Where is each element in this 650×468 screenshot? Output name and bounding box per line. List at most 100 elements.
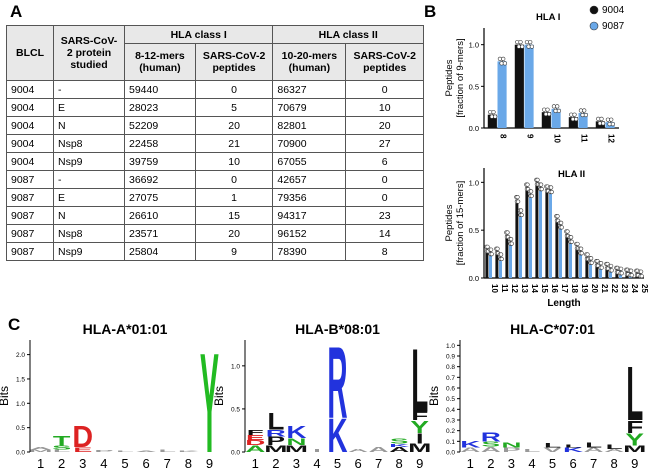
data-point-9004-13 (516, 199, 521, 204)
logo-letter-K: K (327, 410, 347, 463)
logo-letter-L: L (116, 450, 134, 452)
bar-9087-17 (559, 225, 562, 278)
logo-position-label-2-5: 6 (354, 456, 361, 468)
data-point-9087-13 (519, 208, 524, 213)
y-axis-label-1-1: [fraction of 9-mers] (455, 38, 466, 117)
logo-position-label-1-1: 2 (58, 456, 65, 468)
logo-y-tick-label-3-5: 0.5 (446, 396, 455, 403)
data-point-9087-12 (609, 117, 614, 122)
x-tick-label-2-5: 15 (540, 284, 549, 293)
logo-letter-N: N (501, 442, 521, 450)
logo-letter-L: L (53, 449, 70, 453)
data-point-9004-11 (495, 246, 500, 251)
data-point-9087-22 (609, 263, 614, 269)
logo-y-axis-label-1: Bits (0, 386, 11, 406)
bar-9004-19 (575, 246, 579, 278)
data-point-9087-10 (489, 247, 494, 252)
table-row: 9087 Nsp8 23571 20 96152 14 (6, 224, 424, 243)
legend-swatch-9087 (589, 21, 599, 31)
y-tick-label-1-1: 0.5 (469, 82, 479, 91)
bar-9087-19 (579, 251, 582, 278)
data-point-9087-12 (509, 241, 514, 246)
x-tick-label-2-7: 17 (560, 284, 569, 293)
logo-y-tick-label-1-1: 0.5 (16, 425, 25, 432)
logo-position-label-2-1: 2 (272, 456, 279, 468)
bar-9004-11 (568, 117, 578, 128)
bar-9087-10 (489, 252, 492, 278)
logo-position-label-3-8: 9 (631, 456, 638, 468)
logo-letter-M: M (285, 444, 308, 455)
logo-y-tick-label-3-2: 0.2 (446, 428, 455, 435)
logo-letter-M: M (29, 449, 53, 453)
bar-9087-20 (589, 260, 592, 278)
table-row: 9004 Nsp8 22458 21 70900 27 (6, 134, 424, 153)
data-point-9087-11 (499, 256, 504, 262)
logo-letter-L: L (606, 444, 623, 450)
logo-letter-A: A (389, 446, 410, 454)
logo-letter-M: M (623, 444, 646, 454)
data-point-9087-14 (529, 189, 534, 194)
logo-y-tick-label-3-8: 0.8 (446, 364, 455, 371)
data-point-9087-17 (559, 225, 564, 230)
bar-9004-21 (595, 263, 599, 278)
logo-letter-S: S (482, 440, 501, 448)
logo-letter-K: K (389, 443, 410, 448)
logo-position-label-3-0: 1 (467, 456, 474, 468)
data-point-9087-16 (549, 189, 554, 195)
data-point-9004-10 (545, 107, 550, 112)
logo-position-label-1-8: 9 (206, 456, 213, 468)
logo-letter-L: L (544, 443, 561, 449)
data-point-9087-20 (589, 256, 594, 261)
logo-letter-L: L (626, 352, 643, 437)
header-class2-sars: SARS-CoV-2 peptides (345, 43, 424, 81)
data-point-9004-17 (555, 214, 560, 219)
data-point-9087-24 (629, 268, 634, 273)
logo-letter-P: P (267, 435, 286, 448)
data-point-9004-14 (525, 182, 530, 187)
logo-letter-Y: Y (410, 417, 429, 437)
data-point-9087-16 (549, 185, 554, 190)
table-cell: Nsp9 (53, 242, 125, 261)
y-tick-label-2-0: 0.0 (469, 274, 479, 283)
data-point-9087-13 (519, 212, 524, 218)
x-tick-label-1-3: 11 (580, 134, 589, 143)
table-cell: Nsp8 (53, 134, 125, 153)
data-point-9087-25 (639, 269, 644, 274)
logo-position-label-2-2: 3 (293, 456, 300, 468)
logo-position-label-2-7: 8 (396, 456, 403, 468)
chart-title-1: HLA I (536, 12, 560, 23)
logo-position-label-1-6: 7 (164, 456, 171, 468)
bar-9087-14 (529, 193, 532, 278)
x-tick-label-1-1: 9 (526, 134, 535, 139)
table-cell: 82801 (272, 116, 347, 135)
table-cell: 27075 (124, 188, 196, 207)
logo-position-label-1-2: 3 (79, 456, 86, 468)
logo-letter-F: F (247, 429, 264, 437)
x-tick-label-2-3: 13 (520, 284, 529, 293)
legend-label-9087: 9087 (602, 21, 625, 32)
bar-9004-9 (514, 44, 524, 128)
data-point-9087-11 (583, 112, 588, 118)
logo-y-tick-label-1-0: 0.0 (16, 450, 25, 457)
bar-9004-15 (535, 182, 539, 278)
data-point-9004-10 (485, 244, 490, 249)
logo-letter-V: V (543, 447, 562, 453)
logo-letter-L: L (585, 442, 602, 450)
logo-letter-M: M (264, 444, 287, 455)
data-point-9004-11 (572, 112, 577, 117)
data-point-9087-21 (599, 265, 604, 270)
logo-letter-F: F (626, 417, 643, 437)
data-point-9087-8 (501, 56, 506, 61)
logo-position-label-3-5: 6 (569, 456, 576, 468)
logo-y-tick-label-3-7: 0.7 (446, 375, 455, 382)
logo-letter-A: A (245, 444, 265, 455)
table-cell: 8 (345, 242, 424, 261)
hla-peptide-table: BLCL SARS-CoV-2 protein studied HLA clas… (6, 25, 424, 261)
logo-position-label-3-4: 5 (549, 456, 556, 468)
table-row: 9004 Nsp9 39759 10 67055 6 (6, 152, 424, 171)
x-tick-label-1-4: 12 (607, 134, 616, 143)
data-point-9087-14 (529, 193, 534, 198)
logo-letter-Y: Y (200, 323, 219, 468)
data-point-9004-12 (505, 230, 510, 235)
